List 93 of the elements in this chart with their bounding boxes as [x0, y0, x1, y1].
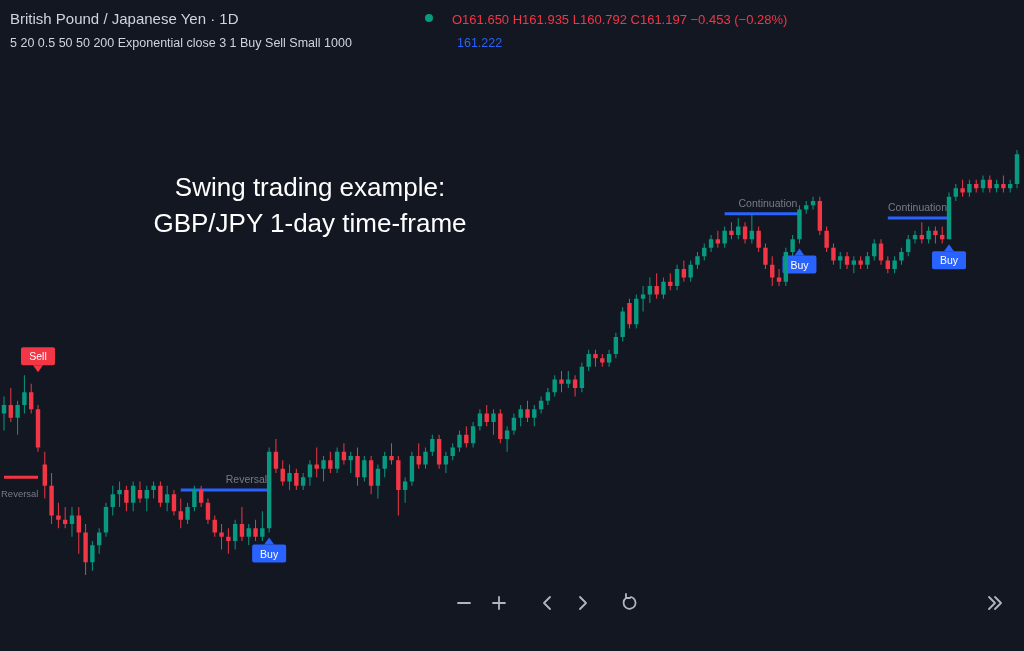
- candlestick: [130, 481, 136, 512]
- candlestick: [90, 540, 95, 572]
- candlestick: [144, 485, 149, 512]
- candlestick: [389, 442, 394, 465]
- candlestick: [464, 425, 469, 448]
- candlestick: [192, 485, 197, 512]
- candlestick: [443, 451, 449, 474]
- candlestick: [110, 485, 115, 516]
- candlestick: [416, 442, 421, 470]
- candlestick: [756, 226, 761, 253]
- candlestick: [294, 468, 299, 491]
- candlestick: [423, 447, 428, 470]
- candlestick: [878, 238, 884, 266]
- candlestick: [613, 332, 619, 359]
- candlestick: [22, 374, 27, 414]
- candlestick: [124, 485, 129, 512]
- candlestick: [205, 498, 211, 525]
- candlestick: [334, 447, 340, 474]
- candlestick: [8, 387, 13, 423]
- candlestick: [328, 451, 333, 474]
- text: Swing trading example: GBP/JPY 1-day time-frame: [153, 172, 467, 238]
- candlestick: [1, 396, 7, 431]
- text: 161.222: [457, 36, 503, 50]
- candlestick: [198, 485, 204, 508]
- candlestick: [647, 277, 653, 304]
- candlestick: [681, 260, 687, 283]
- candlestick: [824, 226, 829, 253]
- candlestick: [552, 374, 557, 397]
- annotation: Buy: [790, 258, 810, 271]
- candlestick: [674, 264, 680, 291]
- candlestick: [246, 523, 251, 546]
- candlestick: [457, 430, 462, 453]
- candlestick: [715, 230, 721, 249]
- candlestick: [525, 400, 530, 423]
- candlestick: [28, 383, 34, 414]
- candlestick: [178, 498, 183, 529]
- candlestick: [532, 404, 537, 427]
- candlestick: [722, 226, 727, 249]
- series-label: Continuation: [738, 196, 798, 209]
- candlestick: [171, 489, 177, 516]
- candlestick: [559, 370, 564, 393]
- candlestick: [430, 434, 435, 457]
- annotation: Buy: [260, 547, 279, 560]
- candlestick: [518, 404, 523, 427]
- candlestick: [212, 515, 217, 538]
- candlestick: [76, 506, 81, 555]
- candlestick: [164, 485, 170, 512]
- candlestick: [321, 455, 326, 482]
- chart-subtitle: British Pound / Japanese Yen · 1D: [10, 10, 239, 27]
- candlestick: [627, 298, 632, 329]
- candlestick: [287, 464, 292, 491]
- candlestick: [906, 234, 911, 257]
- candlestick: [137, 481, 143, 504]
- candlestick: [362, 455, 367, 482]
- candlestick: [117, 481, 122, 508]
- candlestick: [260, 510, 265, 542]
- candlestick: [232, 519, 238, 550]
- candlestick: [56, 502, 61, 529]
- candlestick: [606, 349, 612, 368]
- candlestick: [280, 459, 285, 487]
- candlestick: [239, 506, 245, 542]
- candlestick: [185, 502, 190, 525]
- candlestick: [219, 523, 224, 550]
- candlestick: [511, 413, 517, 436]
- candlestick: [688, 260, 693, 283]
- annotation: Sell: [29, 350, 47, 363]
- annotation: Buy: [939, 254, 959, 267]
- series-label: Reversal: [225, 473, 268, 485]
- candlestick: [770, 255, 775, 287]
- candlestick: [661, 277, 666, 300]
- candlestick: [158, 481, 163, 508]
- candlestick: [253, 519, 258, 542]
- candlestick: [763, 243, 768, 270]
- candlestick: [226, 527, 231, 555]
- candlestick: [375, 464, 381, 499]
- text: O161.650 H161.935 L160.792 C161.197 −0.453 (−0.28%): [452, 12, 788, 27]
- candlestick: [790, 234, 795, 257]
- candlestick: [491, 408, 496, 436]
- candlestick: [545, 387, 551, 406]
- candlestick: [382, 451, 387, 478]
- candlestick: [15, 400, 20, 436]
- series-label: Continuation: [888, 201, 948, 213]
- text: 5 20 0.5 50 50 200 Exponential close 3 1 Buy Sell Small 1000: [10, 36, 352, 50]
- candlestick: [273, 438, 279, 474]
- candlestick: [586, 349, 591, 372]
- series-label: Reversal: [1, 488, 39, 500]
- candlestick: [831, 243, 836, 266]
- candlestick: [708, 234, 714, 253]
- candlestick: [654, 272, 659, 300]
- candlestick: [844, 251, 850, 270]
- candlestick: [470, 421, 476, 448]
- candlestick: [355, 447, 360, 487]
- candlestick: [300, 472, 306, 491]
